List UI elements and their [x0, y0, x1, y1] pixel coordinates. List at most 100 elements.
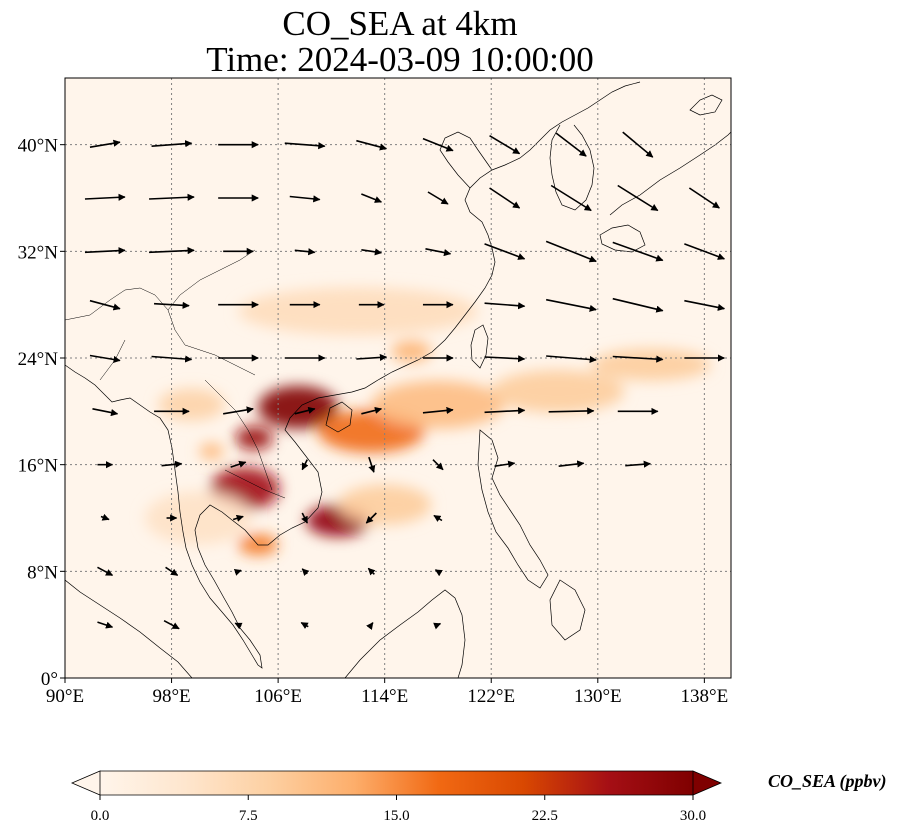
wind-arrow-24	[425, 248, 452, 257]
wind-arrow-82	[300, 621, 309, 630]
colorbar-tick-label: 0.0	[91, 808, 110, 824]
wind-arrow-19	[84, 247, 126, 255]
coastline-sumatra	[65, 579, 193, 678]
colorbar-label: CO_SEA (ppbv)	[768, 771, 887, 791]
wind-arrow-39	[89, 354, 121, 363]
wind-arrow-67	[100, 513, 110, 521]
wind-arrow-26	[545, 240, 597, 263]
wind-arrow-65	[558, 460, 585, 468]
wind-arrow-64	[494, 460, 516, 468]
coastline-bohai	[439, 131, 493, 189]
wind-arrow-40	[151, 355, 193, 363]
map-frame	[64, 77, 732, 679]
x-tick-label: 106°E	[254, 686, 302, 707]
wind-arrow-62	[368, 456, 376, 473]
y-axis-ticks: 0° 8°N 16°N 24°N 32°N 40°N	[18, 136, 65, 690]
wind-arrow-18	[688, 187, 720, 209]
wind-arrow-71	[365, 512, 377, 524]
wind-arrow-23	[361, 248, 383, 256]
co-plume-11	[199, 443, 224, 460]
wind-arrow-46	[546, 355, 597, 364]
coastline-korea	[549, 124, 595, 211]
wind-arrow-43	[356, 353, 388, 362]
wind-arrow-15	[489, 187, 521, 209]
wind-arrow-55	[484, 407, 526, 415]
wind-arrow-3	[284, 142, 326, 150]
wind-arrow-27	[612, 241, 664, 262]
colorbar-tick-label: 15.0	[383, 808, 409, 824]
wind-arrow-5	[422, 137, 454, 152]
wind-arrow-6	[489, 134, 521, 155]
wind-arrow-54	[422, 406, 454, 415]
wind-arrow-47	[612, 355, 664, 363]
wind-arrow-80	[163, 619, 180, 630]
wind-arrow-52	[294, 406, 316, 415]
wind-arrow-1	[151, 140, 193, 148]
wind-arrow-29	[89, 299, 121, 311]
y-tick-label: 0°	[41, 669, 58, 690]
wind-arrow-14	[427, 191, 449, 205]
wind-arrow-56	[548, 407, 595, 415]
y-tick-label: 8°N	[27, 562, 58, 583]
coastline-taiwan	[470, 324, 489, 369]
wind-arrow-78	[434, 569, 443, 577]
x-tick-label: 98°E	[152, 686, 190, 707]
wind-arrow-20	[149, 247, 195, 255]
wind-arrow-79	[97, 621, 114, 629]
x-tick-label: 122°E	[467, 686, 515, 707]
border-lines	[65, 249, 286, 499]
wind-arrow-61	[301, 459, 309, 471]
colorbar-tick-label: 7.5	[239, 808, 258, 824]
wind-arrow-30	[154, 301, 190, 309]
wind-arrow-25	[484, 243, 526, 260]
wind-arrow-38	[684, 299, 726, 311]
co-plume-1	[235, 426, 273, 450]
y-tick-label: 16°N	[18, 456, 59, 477]
map-subtitle-time: Time: 2024-03-09 10:00:00	[206, 40, 594, 79]
wind-arrow-66	[625, 460, 651, 468]
co-plume-10	[158, 388, 225, 421]
wind-arrow-37	[612, 297, 664, 313]
colorbar-min-extend	[70, 770, 101, 796]
wind-arrow-60	[230, 460, 247, 468]
colorbar: 0.0 7.5 15.0 22.5 30.0	[70, 770, 723, 824]
wind-arrow-36	[546, 298, 597, 312]
wind-arrow-10	[149, 193, 195, 201]
x-axis-ticks: 90°E 98°E 106°E 114°E 122°E 130°E 138°E	[46, 678, 728, 707]
wind-arrow-77	[367, 567, 376, 576]
wind-arrow-84	[433, 622, 442, 630]
co-plume-8	[391, 340, 432, 363]
co-plume-9	[238, 287, 478, 336]
wind-arrow-69	[232, 514, 244, 522]
wind-arrow-45	[484, 355, 526, 363]
y-tick-label: 24°N	[18, 349, 59, 370]
map-title: CO_SEA at 4km	[282, 4, 518, 43]
colorbar-ticks: 0.0 7.5 15.0 22.5 30.0	[91, 795, 706, 824]
wind-arrow-16	[550, 184, 592, 212]
coastline-layer	[65, 81, 731, 678]
co-plume-7	[591, 348, 712, 381]
coastline-philippines	[477, 429, 586, 641]
wind-arrow-76	[301, 568, 310, 576]
x-tick-label: 90°E	[46, 686, 84, 707]
coastline-japan	[599, 94, 731, 253]
map-axes	[64, 77, 732, 679]
colorbar-tick-label: 22.5	[532, 808, 558, 824]
x-tick-label: 114°E	[361, 686, 408, 707]
wind-arrow-9	[84, 193, 126, 201]
x-tick-label: 138°E	[681, 686, 729, 707]
wind-arrow-7	[555, 132, 587, 157]
wind-arrow-59	[161, 460, 183, 468]
y-tick-label: 40°N	[18, 136, 59, 157]
wind-arrow-63	[432, 459, 444, 471]
wind-arrow-8	[622, 131, 654, 158]
wind-arrow-17	[617, 184, 659, 212]
x-tick-label: 130°E	[574, 686, 622, 707]
y-tick-label: 32°N	[18, 242, 59, 263]
wind-arrow-22	[294, 248, 316, 256]
wind-arrow-74	[165, 566, 179, 576]
co-plume-6	[491, 370, 625, 413]
wind-arrow-0	[89, 139, 121, 148]
colorbar-gradient	[100, 771, 693, 795]
